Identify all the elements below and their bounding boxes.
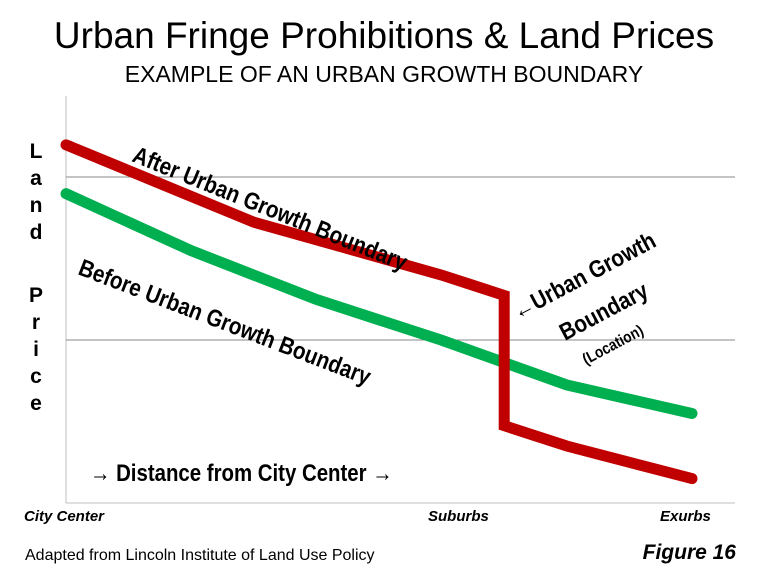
chart-title: Urban Fringe Prohibitions & Land Prices	[53, 15, 715, 56]
y-label-letter: d	[29, 221, 43, 244]
y-axis-label: L a n d P r i c e	[24, 138, 48, 417]
y-label-letter: i	[33, 338, 39, 361]
after-ugb-label: After Urban Growth Boundary	[129, 141, 412, 276]
before-ugb-label: Before Urban Growth Boundary	[75, 254, 375, 391]
figure-number: Figure 16	[642, 541, 736, 564]
y-label-letter: P	[28, 284, 43, 307]
y-label-letter: c	[30, 365, 42, 388]
y-label-letter: a	[30, 167, 42, 190]
x-axis-title: → Distance from City Center →	[90, 460, 393, 487]
source-note: Adapted from Lincoln Institute of Land U…	[25, 547, 375, 564]
y-label-letter: n	[29, 194, 43, 217]
x-tick-label: City Center	[24, 508, 105, 525]
x-tick-label: Suburbs	[428, 508, 489, 525]
x-tick-label: Exurbs	[660, 508, 711, 525]
y-label-letter: e	[30, 392, 42, 415]
before-ugb-line	[60, 188, 698, 419]
y-label-letter: L	[29, 140, 43, 163]
after-ugb-line	[60, 139, 698, 485]
chart-subtitle: EXAMPLE OF AN URBAN GROWTH BOUNDARY	[124, 61, 644, 87]
y-label-letter: r	[31, 311, 41, 334]
